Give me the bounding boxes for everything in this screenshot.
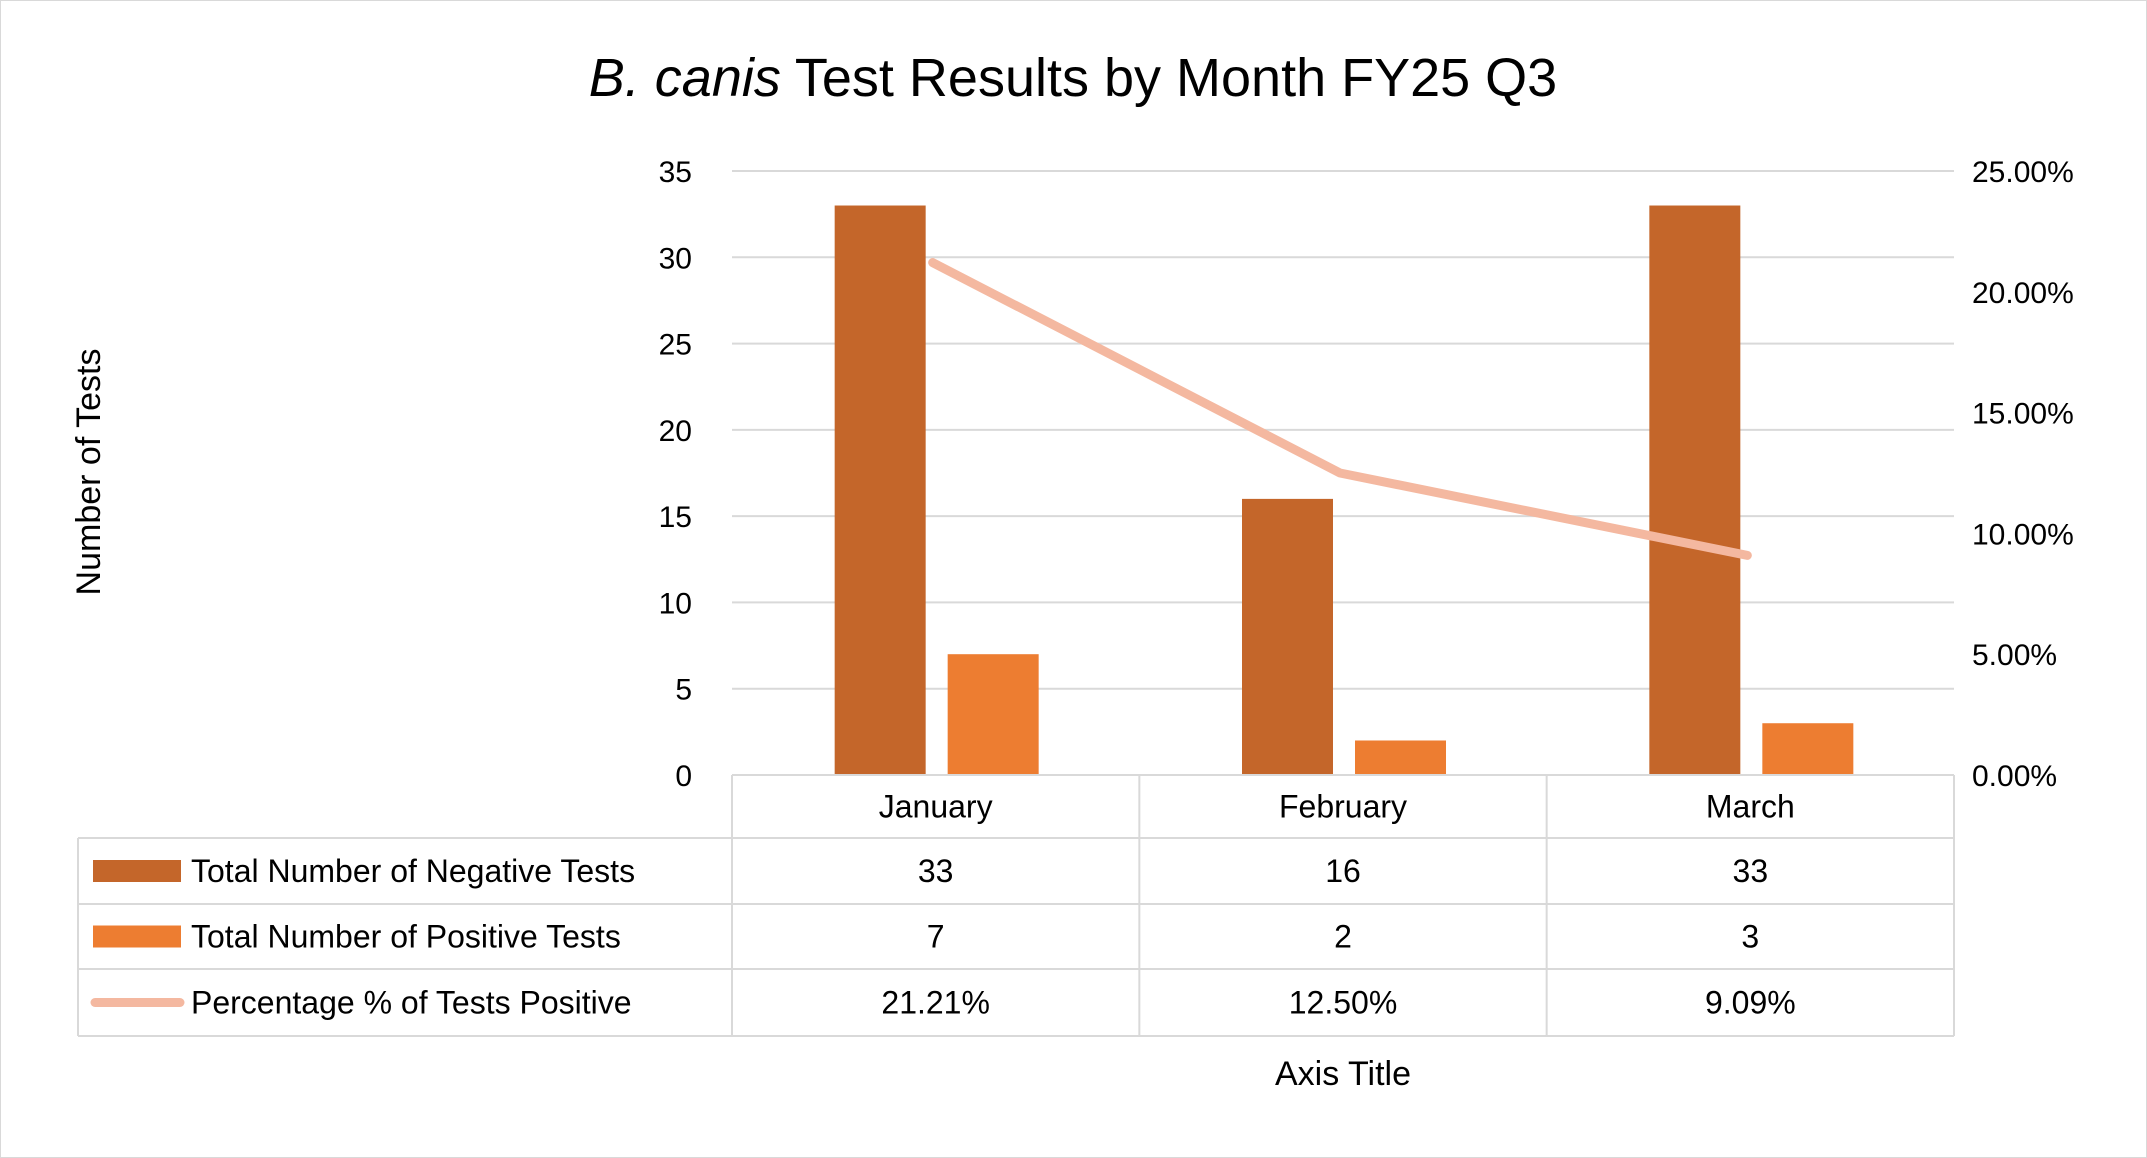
table-cell: 12.50%	[1289, 985, 1398, 1021]
bar-positive	[1762, 723, 1854, 775]
legend-key	[93, 925, 181, 948]
x-axis-title: Axis Title	[1275, 1055, 1411, 1093]
legend-label: Total Number of Negative Tests	[191, 853, 635, 889]
bar-positive	[1355, 740, 1446, 775]
y-tick-label: 20	[659, 415, 692, 448]
y-tick-label: 0	[675, 760, 692, 793]
y2-tick-label: 20.00%	[1972, 277, 2074, 310]
y-tick-label: 30	[659, 242, 692, 275]
chart-title-italic: B. canis	[589, 48, 781, 108]
chart-title-rest: Test Results by Month FY25 Q3	[781, 48, 1557, 108]
y-tick-label: 10	[659, 587, 692, 620]
table-cell: 7	[927, 919, 945, 955]
y2-tick-label: 15.00%	[1972, 398, 2074, 431]
table-cell: 3	[1741, 919, 1759, 955]
table-cell: 21.21%	[881, 985, 990, 1021]
table-cell: 16	[1325, 853, 1361, 889]
table-cell: 33	[918, 853, 954, 889]
bar-positive	[947, 654, 1039, 775]
y-tick-label: 5	[675, 674, 692, 707]
legend-label: Total Number of Positive Tests	[191, 919, 621, 955]
y-tick-label: 15	[659, 501, 692, 534]
legend-key	[93, 860, 181, 882]
y2-tick-label: 10.00%	[1972, 518, 2074, 551]
table-cell: 9.09%	[1705, 985, 1796, 1021]
chart-title: B. canis Test Results by Month FY25 Q3	[589, 48, 1557, 108]
line-percentage-positive	[928, 258, 1752, 560]
y2-tick-label: 25.00%	[1972, 156, 2074, 189]
table-cell: 33	[1733, 853, 1769, 889]
bar-negative	[834, 205, 926, 775]
y2-tick-label: 5.00%	[1972, 639, 2057, 672]
y-tick-label: 35	[659, 156, 692, 189]
y-tick-label: 25	[659, 329, 692, 362]
category-label: March	[1706, 789, 1795, 825]
bar-negative	[1649, 205, 1741, 775]
y2-tick-label: 0.00%	[1972, 760, 2057, 793]
category-label: January	[879, 789, 993, 825]
table-cell: 2	[1334, 919, 1352, 955]
legend-label: Percentage % of Tests Positive	[191, 985, 632, 1021]
category-label: February	[1279, 789, 1407, 825]
y-axis-title: Number of Tests	[70, 349, 108, 596]
bar-negative	[1242, 498, 1333, 775]
